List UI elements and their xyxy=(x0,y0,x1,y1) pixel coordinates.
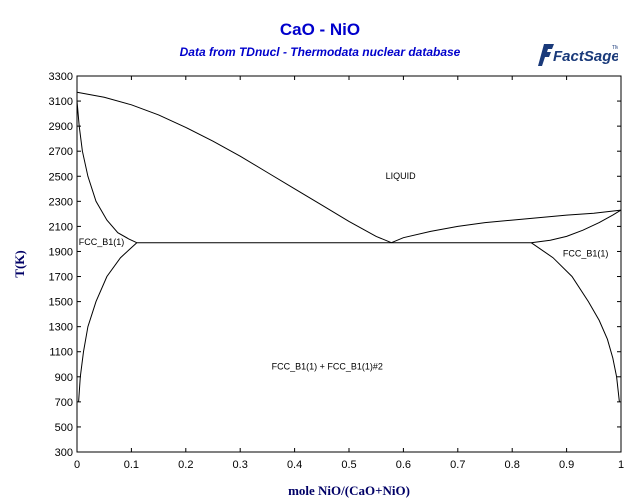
y-axis-title: T(K) xyxy=(12,250,27,277)
x-tick-label: 0.7 xyxy=(450,459,465,471)
region-label: FCC_B1(1) xyxy=(79,237,125,247)
axis-ticks: 0 0.1 0.2 0.3 0.4 0.5 0.6 0.7 0.8 0.9 130050070090… xyxy=(49,71,625,471)
y-tick-label: 2900 xyxy=(49,121,73,133)
y-tick-label: 300 xyxy=(55,447,73,459)
x-tick-label: 0.4 xyxy=(287,459,302,471)
y-tick-label: 1300 xyxy=(49,322,73,334)
y-tick-label: 500 xyxy=(55,422,73,434)
x-tick-label: 0.1 xyxy=(124,459,139,471)
y-tick-label: 1900 xyxy=(49,246,73,258)
x-tick-label: 0.6 xyxy=(396,459,411,471)
phase-boundary-liquidus-nio-side xyxy=(391,209,622,244)
x-tick-label: 0.9 xyxy=(559,459,574,471)
y-tick-label: 2500 xyxy=(49,171,73,183)
y-tick-label: 3100 xyxy=(49,96,73,108)
x-tick-label: 1 xyxy=(618,459,624,471)
phase-boundary-liquidus-cao-side xyxy=(76,91,392,244)
phase-boundaries xyxy=(76,91,622,402)
y-tick-label: 1100 xyxy=(49,347,73,359)
y-tick-label: 2300 xyxy=(49,196,73,208)
phase-boundary-solidus-nio-side xyxy=(531,209,622,244)
y-tick-label: 1700 xyxy=(49,272,73,284)
y-tick-label: 900 xyxy=(55,372,73,384)
x-axis-title: mole NiO/(CaO+NiO) xyxy=(288,483,410,498)
region-label: FCC_B1(1) + FCC_B1(1)#2 xyxy=(272,361,383,371)
y-tick-label: 2700 xyxy=(49,146,73,158)
phase-boundary-solidus-cao-side xyxy=(76,101,138,244)
phase-boundary-solvus-cao-side xyxy=(78,242,138,402)
y-tick-label: 700 xyxy=(55,397,73,409)
plot-frame xyxy=(76,75,622,453)
region-label: LIQUID xyxy=(386,171,417,181)
chart-subtitle: Data from TDnucl - Thermodata nuclear da… xyxy=(179,45,461,59)
x-tick-label: 0.8 xyxy=(505,459,520,471)
logo-word: FactSage xyxy=(553,48,618,65)
chart-title: CaO - NiO xyxy=(279,20,361,39)
x-tick-label: 0.2 xyxy=(178,459,193,471)
x-tick-label: 0.3 xyxy=(233,459,248,471)
region-label: FCC_B1(1) xyxy=(563,248,609,258)
y-tick-label: 2100 xyxy=(49,221,73,233)
factsage-logo: FactSage TM xyxy=(538,44,618,66)
logo-trademark: TM xyxy=(612,45,618,51)
x-tick-label: 0 xyxy=(74,459,80,471)
y-tick-label: 1500 xyxy=(49,297,73,309)
y-tick-label: 3300 xyxy=(49,71,73,83)
x-tick-label: 0.5 xyxy=(341,459,356,471)
region-labels: LIQUID FCC_B1(1) FCC_B1(1) FCC_B1(1) + FCC_… xyxy=(79,171,609,372)
phase-boundary-solvus-nio-side xyxy=(530,242,620,402)
